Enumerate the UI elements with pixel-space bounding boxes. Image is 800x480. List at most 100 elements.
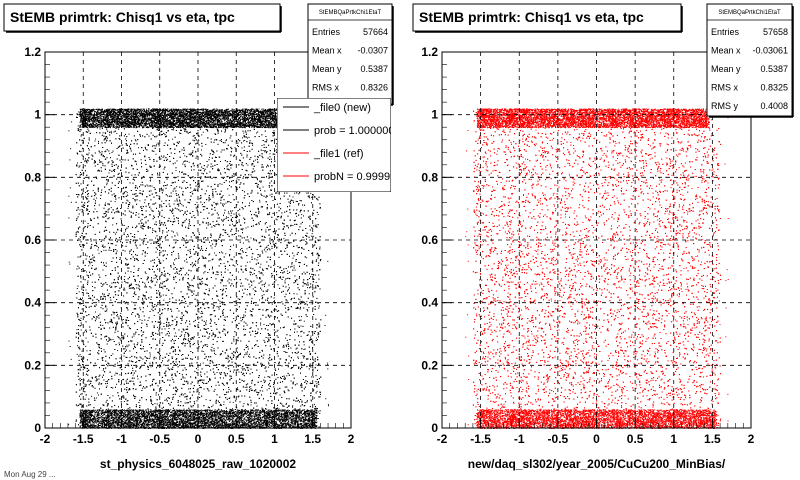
data-point xyxy=(153,315,155,316)
data-point xyxy=(150,366,152,368)
data-point xyxy=(214,389,216,391)
data-point xyxy=(262,274,264,276)
data-point xyxy=(256,216,258,218)
data-point xyxy=(174,318,176,320)
data-point xyxy=(77,125,79,127)
data-point xyxy=(112,395,114,397)
data-point xyxy=(202,351,204,353)
data-point xyxy=(171,377,173,379)
data-point xyxy=(130,215,132,217)
data-point xyxy=(195,207,197,209)
data-point xyxy=(202,362,204,364)
data-point xyxy=(85,196,86,198)
data-point xyxy=(192,135,194,137)
data-point xyxy=(70,358,72,360)
data-point xyxy=(68,261,70,263)
data-point xyxy=(80,393,82,395)
data-point xyxy=(155,237,157,239)
data-point xyxy=(306,359,308,360)
data-point xyxy=(262,150,264,151)
data-point xyxy=(244,315,246,317)
data-point xyxy=(292,257,294,259)
data-point xyxy=(303,349,305,350)
data-point xyxy=(305,303,307,305)
data-point xyxy=(85,337,87,339)
data-point xyxy=(260,324,261,326)
data-point xyxy=(243,132,245,134)
data-point xyxy=(70,148,72,150)
data-point xyxy=(69,346,71,347)
data-point xyxy=(144,202,146,204)
data-point xyxy=(126,400,128,402)
data-point xyxy=(162,188,164,190)
data-point xyxy=(179,350,181,352)
data-point xyxy=(69,187,71,189)
data-point xyxy=(265,251,267,253)
data-point xyxy=(242,137,243,139)
data-point xyxy=(202,282,204,284)
data-point xyxy=(310,399,312,401)
data-point xyxy=(252,274,254,276)
data-point xyxy=(284,376,285,378)
data-point xyxy=(142,387,144,389)
data-point xyxy=(97,216,99,218)
data-point xyxy=(112,224,114,226)
data-point xyxy=(172,399,174,400)
data-point xyxy=(285,337,287,339)
data-point xyxy=(172,208,174,210)
data-point xyxy=(301,300,303,302)
data-point xyxy=(137,378,139,380)
data-point xyxy=(104,202,106,204)
data-point xyxy=(218,331,220,333)
data-point xyxy=(87,226,88,228)
data-point xyxy=(126,192,128,194)
data-point xyxy=(91,265,93,266)
data-point xyxy=(294,323,296,325)
data-point xyxy=(156,256,158,258)
data-point xyxy=(158,157,160,159)
data-point xyxy=(223,203,225,205)
data-point xyxy=(296,215,298,217)
data-point xyxy=(114,201,116,203)
data-point xyxy=(237,264,239,266)
data-point xyxy=(296,331,298,333)
data-point xyxy=(186,131,188,133)
data-point xyxy=(68,217,70,219)
data-point xyxy=(144,156,146,158)
data-point xyxy=(112,353,114,355)
data-point xyxy=(122,187,124,189)
data-point xyxy=(225,202,227,204)
data-point xyxy=(163,181,165,183)
data-point xyxy=(295,200,297,202)
data-point xyxy=(153,161,155,162)
data-point xyxy=(283,238,285,240)
data-point xyxy=(201,134,203,136)
data-point xyxy=(244,140,246,141)
data-point xyxy=(135,245,137,247)
data-point xyxy=(116,132,118,134)
data-point xyxy=(187,326,189,328)
data-point xyxy=(128,287,130,289)
data-point xyxy=(308,293,310,295)
data-point xyxy=(215,244,217,246)
data-point xyxy=(101,357,103,359)
data-point xyxy=(78,291,80,293)
data-point xyxy=(139,190,141,191)
data-point xyxy=(270,310,272,312)
data-point xyxy=(245,328,247,330)
data-point xyxy=(209,156,210,158)
data-point xyxy=(84,220,86,222)
data-point xyxy=(259,199,261,201)
chart-panel-1: -2 -1.5 -1 -0.5 0 0.5 1 1.5 200.20.40.60.811.2st… xyxy=(3,3,394,471)
data-point xyxy=(243,176,245,178)
data-point xyxy=(120,312,122,314)
data-point xyxy=(268,361,270,363)
data-point xyxy=(301,316,302,318)
data-point xyxy=(262,350,263,352)
data-point xyxy=(145,238,147,240)
data-point xyxy=(126,344,128,346)
data-point xyxy=(310,235,312,237)
data-point xyxy=(316,337,317,339)
data-point xyxy=(192,139,194,141)
data-point xyxy=(192,266,194,268)
